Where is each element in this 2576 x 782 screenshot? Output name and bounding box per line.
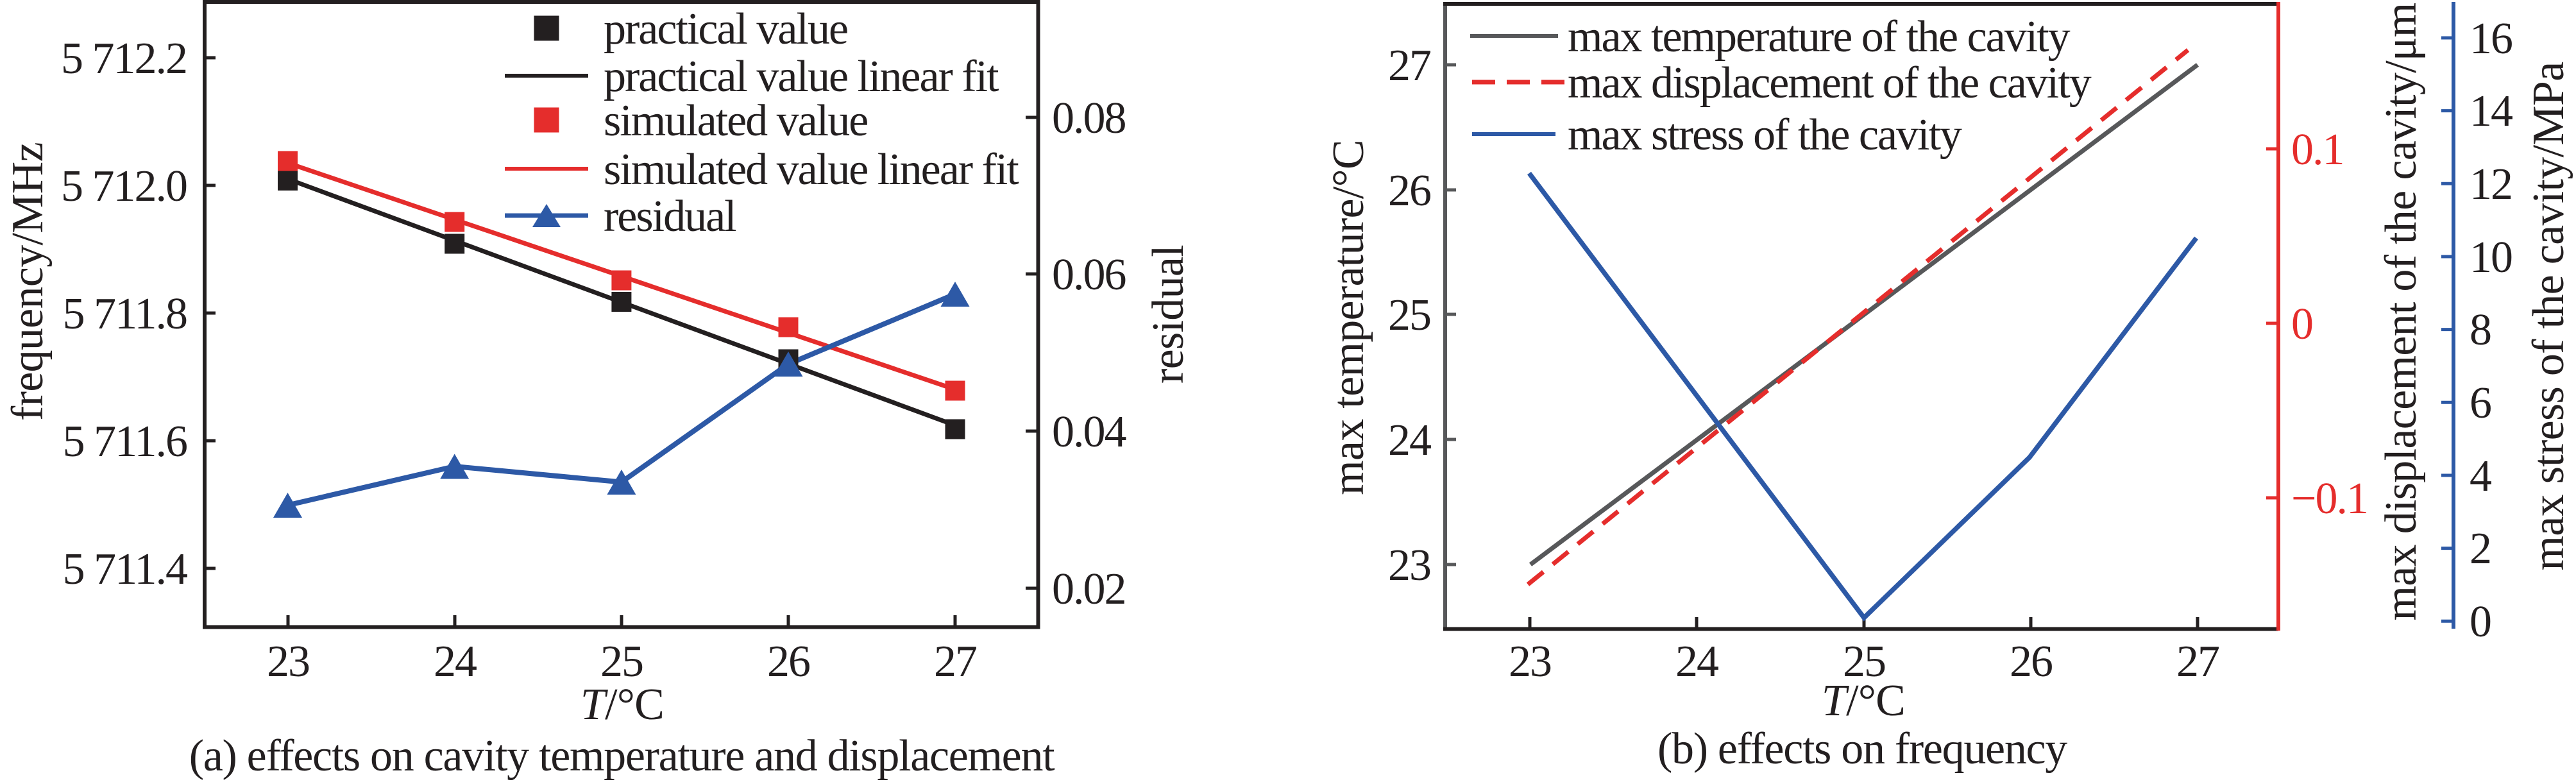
svg-text:simulated value linear fit: simulated value linear fit xyxy=(604,145,1019,194)
svg-text:14: 14 xyxy=(2470,87,2512,136)
svg-text:residual: residual xyxy=(1144,245,1193,384)
svg-text:27: 27 xyxy=(2176,637,2219,686)
svg-text:0.02: 0.02 xyxy=(1052,565,1126,614)
svg-text:max stress of the cavity/MPa: max stress of the cavity/MPa xyxy=(2524,62,2573,571)
svg-text:T/°C: T/°C xyxy=(580,680,664,729)
svg-text:27: 27 xyxy=(1388,41,1430,90)
svg-text:−0.1: −0.1 xyxy=(2291,474,2368,523)
svg-text:16: 16 xyxy=(2470,14,2512,64)
svg-text:8: 8 xyxy=(2470,305,2491,355)
svg-text:4: 4 xyxy=(2470,452,2491,501)
svg-text:0: 0 xyxy=(2470,597,2491,647)
svg-text:6: 6 xyxy=(2470,378,2491,428)
svg-text:23: 23 xyxy=(1509,637,1551,686)
svg-text:25: 25 xyxy=(1388,291,1430,340)
svg-text:24: 24 xyxy=(1388,416,1431,465)
svg-text:5 712.2: 5 712.2 xyxy=(61,34,187,83)
svg-text:simulated value: simulated value xyxy=(604,96,867,146)
svg-text:5 712.0: 5 712.0 xyxy=(61,162,187,211)
svg-text:0.08: 0.08 xyxy=(1052,94,1126,143)
svg-text:practical value: practical value xyxy=(604,4,847,54)
svg-text:0: 0 xyxy=(2291,300,2312,349)
svg-text:(a) effects on cavity temperat: (a) effects on cavity temperature and di… xyxy=(189,731,1055,781)
svg-text:frequency/MHz: frequency/MHz xyxy=(3,142,53,421)
svg-text:max temperature/°C: max temperature/°C xyxy=(1324,140,1373,495)
svg-text:0.1: 0.1 xyxy=(2291,125,2344,174)
svg-text:T/°C: T/°C xyxy=(1822,676,1905,726)
svg-text:5 711.6: 5 711.6 xyxy=(63,417,187,466)
svg-text:max displacement of the cavity: max displacement of the cavity xyxy=(1568,58,2092,108)
svg-text:10: 10 xyxy=(2470,233,2512,282)
svg-text:24: 24 xyxy=(1675,637,1718,686)
svg-text:12: 12 xyxy=(2470,160,2512,209)
svg-text:5 711.8: 5 711.8 xyxy=(63,289,187,339)
svg-text:0.04: 0.04 xyxy=(1052,407,1126,457)
svg-text:max displacement of the cavity: max displacement of the cavity/μm xyxy=(2377,3,2426,620)
svg-text:26: 26 xyxy=(2010,637,2052,686)
svg-text:26: 26 xyxy=(1388,166,1430,216)
svg-text:(b) effects on frequency: (b) effects on frequency xyxy=(1657,724,2067,774)
svg-text:5 711.4: 5 711.4 xyxy=(63,545,187,594)
svg-text:max stress of the cavity: max stress of the cavity xyxy=(1568,110,1962,160)
svg-text:residual: residual xyxy=(604,192,736,241)
svg-text:23: 23 xyxy=(1388,541,1430,590)
svg-text:0.06: 0.06 xyxy=(1052,250,1126,300)
svg-text:26: 26 xyxy=(767,637,809,686)
svg-text:max temperature of the cavity: max temperature of the cavity xyxy=(1568,12,2071,62)
svg-text:24: 24 xyxy=(434,637,477,686)
svg-text:practical value linear fit: practical value linear fit xyxy=(604,52,999,101)
svg-text:2: 2 xyxy=(2470,524,2491,574)
svg-text:25: 25 xyxy=(1843,637,1885,686)
svg-text:25: 25 xyxy=(600,637,643,686)
svg-text:27: 27 xyxy=(934,637,976,686)
svg-text:23: 23 xyxy=(267,637,309,686)
